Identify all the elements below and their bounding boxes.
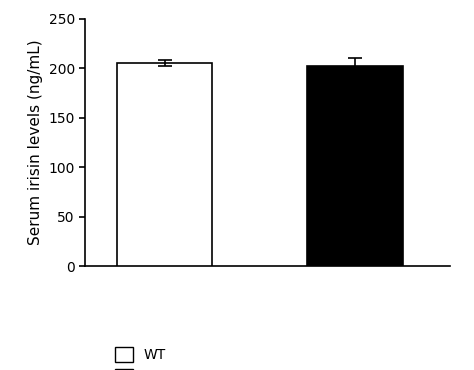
Legend: WT, ob/ob FED: WT, ob/ob FED xyxy=(110,343,219,370)
Y-axis label: Serum irisin levels (ng/mL): Serum irisin levels (ng/mL) xyxy=(28,40,43,245)
Bar xyxy=(117,63,212,266)
Bar xyxy=(308,66,403,266)
